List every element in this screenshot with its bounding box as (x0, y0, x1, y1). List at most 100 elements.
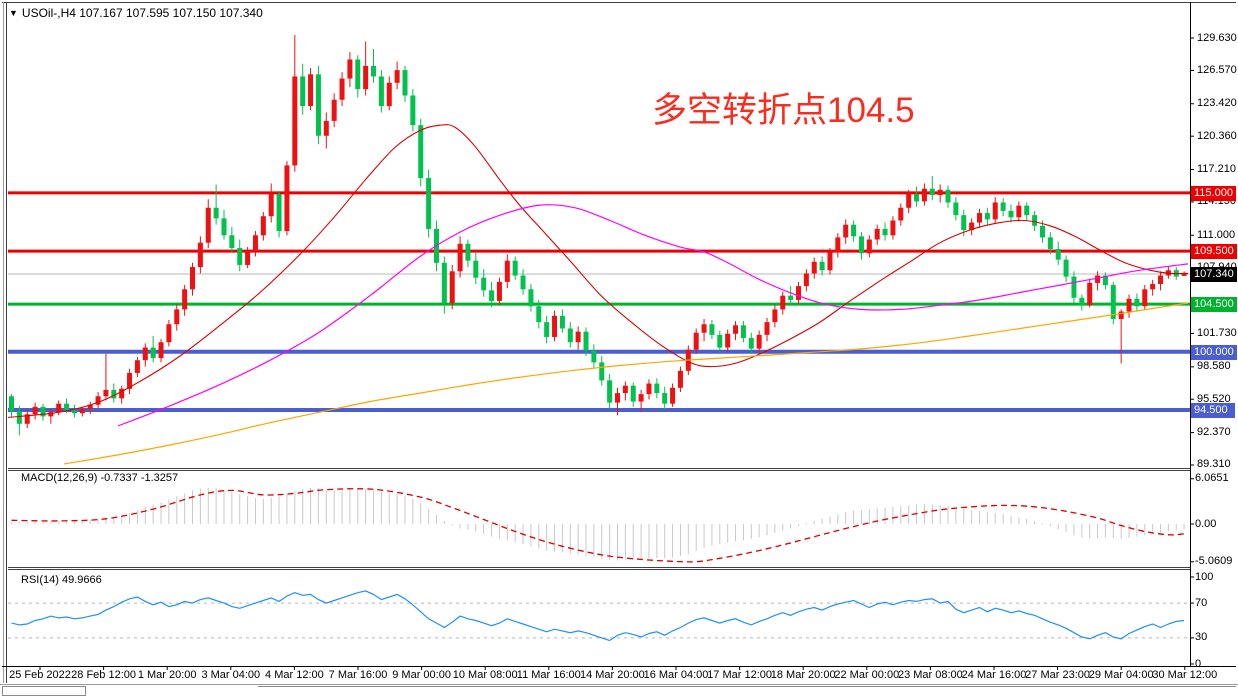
candle-body (866, 239, 872, 254)
candle-body (95, 396, 101, 405)
candle-body (221, 218, 227, 236)
candle-body (1047, 237, 1053, 250)
level-badge-109.500: 109.500 (1191, 244, 1237, 260)
scrollbar-track[interactable] (258, 686, 1236, 696)
level-badge-100.000: 100.000 (1191, 344, 1237, 360)
candle-body (544, 322, 550, 337)
candle-body (614, 393, 620, 403)
candle-body (150, 347, 156, 359)
price-tick-label: 126.570 (1197, 63, 1237, 76)
candle-body (992, 202, 998, 220)
candle-body (355, 59, 361, 90)
candle-body (788, 295, 794, 300)
candle-body (945, 189, 951, 203)
time-label: 18 Mar 20:00 (770, 669, 836, 681)
ma-mid-magenta (117, 204, 1189, 427)
bottom-scroll-strip[interactable] (0, 684, 1238, 697)
candle-body (504, 260, 510, 282)
candle-body (536, 306, 542, 323)
candle-body (268, 193, 274, 217)
time-label: 4 Mar 12:00 (265, 669, 324, 681)
quick-nav-box[interactable] (2, 686, 86, 696)
candle-body (748, 338, 754, 349)
candle-body (16, 411, 22, 424)
candle-body (378, 76, 384, 107)
candle-body (205, 207, 211, 243)
candle-body (1055, 249, 1061, 260)
candle-body (315, 74, 321, 136)
candle-body (48, 412, 54, 417)
time-label: 14 Mar 20:00 (579, 669, 645, 681)
time-label: 30 Mar 12:00 (1152, 669, 1218, 681)
candle-body (929, 188, 935, 196)
candle-body (197, 242, 203, 268)
candle-body (213, 207, 219, 219)
time-label: 7 Mar 16:00 (328, 669, 388, 681)
candle-body (237, 247, 243, 265)
candle-body (229, 235, 235, 248)
macd-tick-label: -5.0609 (1195, 555, 1233, 568)
candle-body (40, 406, 46, 417)
candle-body (1000, 202, 1006, 211)
candle-body (575, 331, 581, 343)
ma-slow-orange (63, 302, 1189, 465)
time-label: 28 Feb 12:00 (71, 669, 137, 681)
candle-body (796, 286, 801, 300)
candle-body (308, 74, 314, 107)
candle-body (426, 178, 432, 229)
candle-body (1142, 289, 1148, 307)
candle-body (717, 334, 723, 348)
candle-body (701, 324, 707, 333)
level-badge-94.500: 94.500 (1191, 403, 1235, 419)
candle-body (276, 193, 282, 232)
candle-body (1087, 282, 1093, 306)
rsi-tick-label: 30 (1195, 631, 1208, 644)
rsi-tick-label: 100 (1195, 570, 1214, 583)
candle-body (64, 403, 70, 411)
candle-body (457, 243, 463, 272)
candle-body (410, 95, 416, 126)
candle-body (1134, 298, 1140, 307)
candle-body (969, 222, 975, 230)
time-label: 10 Mar 08:00 (452, 669, 518, 681)
candle-body (1102, 275, 1108, 286)
candle-body (174, 309, 180, 325)
candle-body (260, 216, 266, 236)
time-label: 23 Mar 08:00 (897, 669, 963, 681)
candle-body (182, 289, 188, 310)
candle-body (559, 315, 565, 329)
price-tick-label: 111.000 (1197, 228, 1236, 241)
candle-body (394, 70, 400, 83)
candle-body (520, 275, 526, 290)
candle-body (71, 410, 77, 414)
macd-signal-line (11, 488, 1185, 563)
price-tick-label: 95.520 (1197, 392, 1231, 405)
candle-body (134, 360, 140, 373)
time-label: 24 Mar 16:00 (961, 669, 1027, 681)
candle-body (9, 396, 14, 412)
candle-body (827, 252, 833, 271)
candle-body (166, 324, 172, 343)
time-label: 17 Mar 12:00 (707, 669, 772, 681)
price-tick-label: 123.420 (1197, 97, 1237, 110)
candle-body (465, 243, 471, 261)
candle-body (284, 165, 290, 232)
macd-tick-label: 6.0651 (1195, 472, 1229, 485)
ma-fast-red (7, 124, 1189, 418)
time-label: 27 Mar 23:00 (1025, 669, 1090, 681)
candle-body (583, 331, 589, 351)
symbol-dropdown-icon[interactable]: ▼ (9, 8, 18, 18)
time-label: 16 Mar 04:00 (643, 669, 709, 681)
candle-body (677, 370, 683, 388)
candle-body (567, 328, 573, 343)
candle-body (87, 404, 93, 409)
price-tick-label: 117.210 (1197, 163, 1236, 176)
candle-body (111, 389, 117, 399)
price-tick-label: 92.370 (1197, 426, 1231, 439)
candle-body (882, 228, 888, 236)
candle-body (764, 322, 770, 335)
macd-tick-label: 0.00 (1195, 517, 1217, 530)
candle-body (1110, 285, 1116, 319)
candle-body (347, 59, 353, 79)
